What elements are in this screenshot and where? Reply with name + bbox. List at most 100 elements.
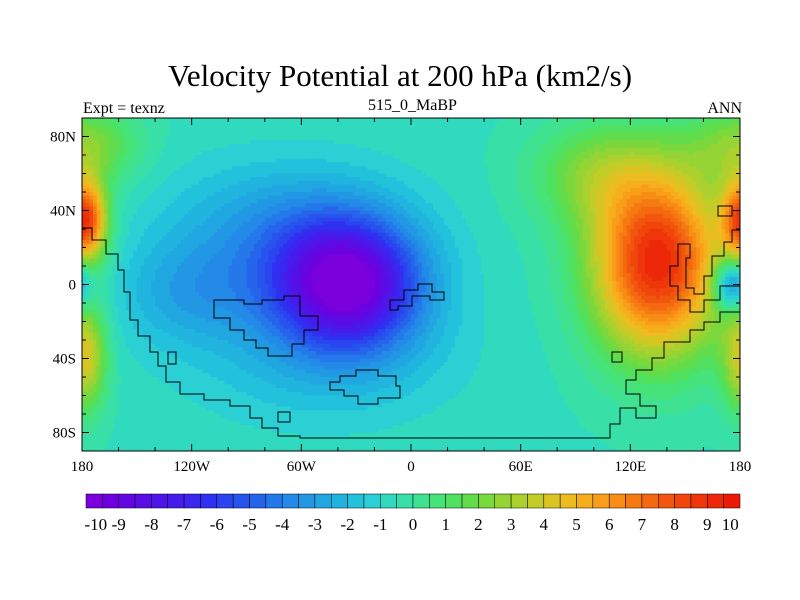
field-cell xyxy=(604,158,609,163)
field-cell xyxy=(418,184,423,189)
field-cell xyxy=(659,118,664,123)
field-cell xyxy=(114,140,120,145)
field-cell xyxy=(147,188,153,193)
field-cell xyxy=(118,184,123,189)
field-cell xyxy=(191,192,196,197)
field-cell xyxy=(180,147,185,152)
field-cell xyxy=(732,180,737,186)
field-cell xyxy=(575,195,580,200)
field-cell xyxy=(663,151,668,156)
field-cell xyxy=(239,162,244,167)
field-cell xyxy=(224,118,229,123)
field-cell xyxy=(436,214,441,219)
field-cell xyxy=(688,169,694,175)
field-cell xyxy=(89,151,94,156)
field-cell xyxy=(209,206,215,212)
field-cell xyxy=(253,199,259,204)
field-cell xyxy=(571,177,577,182)
field-cell xyxy=(257,177,262,182)
field-cell xyxy=(648,210,653,215)
field-cell xyxy=(582,210,588,215)
field-cell xyxy=(729,118,734,123)
field-cell xyxy=(571,210,577,215)
field-cell xyxy=(82,136,87,141)
field-cell xyxy=(443,184,449,189)
field-cell xyxy=(451,136,456,141)
field-cell xyxy=(92,136,98,141)
field-cell xyxy=(473,166,478,171)
field-cell xyxy=(623,177,628,182)
field-cell xyxy=(381,136,387,141)
field-cell xyxy=(630,203,635,208)
field-cell xyxy=(425,121,430,126)
field-cell xyxy=(268,155,273,160)
field-cell xyxy=(535,129,540,134)
field-cell xyxy=(250,147,255,152)
field-cell xyxy=(188,158,193,163)
field-cell xyxy=(517,210,522,215)
field-cell xyxy=(579,177,584,182)
field-cell xyxy=(122,199,127,204)
field-cell xyxy=(370,184,376,189)
field-cell xyxy=(707,158,712,163)
field-cell xyxy=(177,177,182,182)
field-cell xyxy=(363,203,368,208)
field-cell xyxy=(272,140,277,145)
field-cell xyxy=(484,203,489,208)
field-cell xyxy=(82,155,87,160)
field-cell xyxy=(443,129,449,134)
field-cell xyxy=(173,143,178,149)
field-cell xyxy=(348,188,354,193)
field-cell xyxy=(644,118,650,123)
field-cell xyxy=(549,125,555,130)
field-cell xyxy=(129,169,134,175)
field-cell xyxy=(147,166,153,171)
field-cell xyxy=(169,203,174,208)
field-cell xyxy=(275,129,280,134)
field-cell xyxy=(535,192,540,197)
field-cell xyxy=(473,217,478,223)
field-cell xyxy=(586,210,591,215)
field-cell xyxy=(155,151,160,156)
field-cell xyxy=(133,199,138,204)
field-cell xyxy=(198,136,204,141)
field-cell xyxy=(326,180,332,186)
field-cell xyxy=(718,206,723,212)
field-cell xyxy=(162,184,167,189)
field-cell xyxy=(685,147,690,152)
field-cell xyxy=(696,188,701,193)
field-cell xyxy=(341,118,346,123)
field-cell xyxy=(392,195,397,200)
field-cell xyxy=(637,177,642,182)
field-cell xyxy=(356,177,361,182)
field-cell xyxy=(389,210,394,215)
field-cell xyxy=(261,188,266,193)
field-cell xyxy=(462,192,467,197)
field-cell xyxy=(202,217,207,223)
field-cell xyxy=(531,121,536,126)
field-cell xyxy=(601,140,606,145)
field-cell xyxy=(257,206,262,212)
field-cell xyxy=(257,132,262,138)
field-cell xyxy=(378,210,383,215)
field-cell xyxy=(133,158,138,163)
field-cell xyxy=(557,136,562,141)
field-cell xyxy=(626,184,631,189)
field-cell xyxy=(140,129,145,134)
field-cell xyxy=(213,121,218,126)
field-cell xyxy=(228,214,233,219)
field-cell xyxy=(242,173,248,178)
field-cell xyxy=(370,192,376,197)
field-cell xyxy=(462,121,467,126)
field-cell xyxy=(96,162,101,167)
field-cell xyxy=(253,203,259,208)
field-cell xyxy=(418,210,423,215)
field-cell xyxy=(209,203,215,208)
field-cell xyxy=(648,136,653,141)
field-cell xyxy=(432,162,438,167)
field-cell xyxy=(290,206,295,212)
field-cell xyxy=(155,169,160,175)
field-cell xyxy=(425,214,430,219)
field-cell xyxy=(447,132,452,138)
field-cell xyxy=(323,180,328,186)
